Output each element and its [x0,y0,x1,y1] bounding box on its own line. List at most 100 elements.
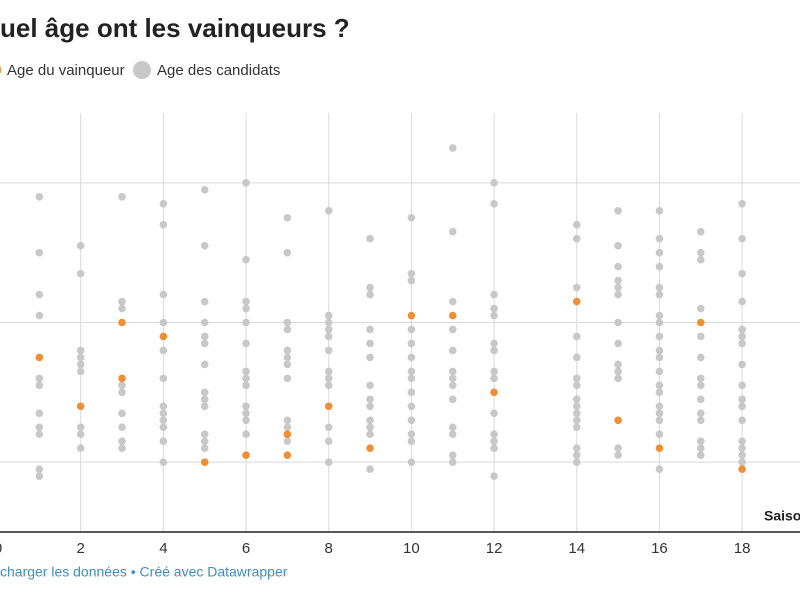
data-point [655,430,664,439]
data-point [655,206,664,215]
data-point [407,388,416,397]
data-point [614,283,622,292]
data-point [614,416,622,425]
data-point [242,416,250,425]
data-point [655,311,664,320]
data-point [655,367,664,376]
data-point [738,381,746,390]
data-point [738,234,746,243]
data-point [159,290,168,299]
data-point [324,311,333,320]
data-point [655,416,664,425]
data-point [159,332,168,341]
data-point [696,248,705,257]
data-point [76,346,85,355]
data-point [738,402,746,411]
data-point [738,416,746,425]
data-point [35,409,44,418]
data-point [200,395,209,404]
data-point [614,318,622,327]
data-point [118,388,126,397]
x-axis-label: Saiso [764,508,800,524]
data-point [572,220,581,229]
data-point [118,409,126,418]
data-point [35,374,44,383]
data-point [490,199,498,208]
footer[interactable]: charger les données • Créé avec Datawrap… [0,564,288,580]
data-point [738,332,746,341]
data-point [655,248,664,257]
data-point [118,437,126,446]
data-point [35,290,44,299]
data-point [159,458,168,466]
x-tick-label: 6 [242,540,250,557]
data-point [490,388,498,397]
data-point [655,262,664,271]
data-point [738,458,746,466]
data-point [572,423,581,432]
legend-label: Age du vainqueur [7,62,125,79]
data-point [696,318,705,327]
data-point [118,297,126,306]
data-point [614,367,622,376]
data-point [283,437,292,446]
data-point [200,360,209,369]
data-point [366,423,374,432]
data-point [407,339,416,348]
data-point [614,290,622,299]
data-point [324,206,333,215]
data-point [324,402,333,411]
data-point [572,458,581,466]
data-point [242,367,250,376]
data-point [448,325,457,334]
data-point [283,416,292,425]
data-point [614,339,622,348]
data-point [200,437,209,446]
data-point [572,416,581,425]
data-point [242,179,250,187]
data-point [407,416,416,425]
data-point [118,318,126,327]
data-point [76,360,85,369]
data-point [738,465,746,473]
data-point [448,451,457,459]
data-point [324,437,333,446]
data-point [572,353,581,362]
data-point [200,318,209,327]
data-point [118,374,126,383]
data-point [200,444,209,453]
data-point [738,325,746,334]
data-point [655,388,664,397]
x-tick-label: 12 [486,540,503,557]
data-point [655,381,664,390]
data-point [738,199,746,208]
data-point [655,444,664,453]
data-point [242,381,250,390]
data-point [366,402,374,411]
x-tick-label: 8 [325,540,333,557]
data-point [572,283,581,292]
data-point [159,416,168,425]
data-point [159,409,168,418]
data-point [242,402,250,411]
data-point [76,241,85,250]
data-point [324,374,333,383]
data-point [200,402,209,411]
data-point [490,430,498,439]
data-point [283,213,292,222]
data-point [366,325,374,334]
data-point [35,472,44,480]
data-point [283,346,292,355]
data-point [242,374,250,383]
data-point [118,381,126,390]
data-point [696,255,705,264]
data-point [324,346,333,355]
data-point [738,451,746,459]
data-point [407,367,416,376]
data-point [283,353,292,362]
data-point [572,395,581,404]
data-point [324,381,333,390]
data-point [242,430,250,439]
data-point [366,430,374,439]
data-point [696,444,705,453]
